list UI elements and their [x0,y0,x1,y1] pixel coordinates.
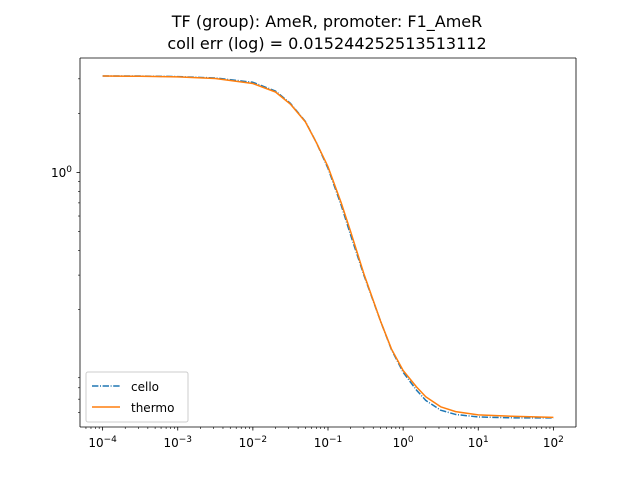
series-line-thermo [102,75,554,419]
x-tick-label: 102 [543,435,564,450]
x-tick-label: 10−2 [239,435,268,450]
x-tick-label: 10−3 [163,435,192,450]
chart-subtitle: coll err (log) = 0.015244252513513112 [167,34,486,53]
legend: cello thermo [85,371,189,423]
x-tick-label: 10−4 [88,435,117,450]
x-tick-label: 101 [468,435,489,450]
series-line-cello [102,75,554,419]
y-tick-label: 100 [51,165,72,180]
x-tick-label: 10−1 [314,435,343,450]
chart-title: TF (group): AmeR, promoter: F1_AmeR [171,12,482,32]
legend-label-cello: cello [131,380,159,394]
axis-layer: 10−4 10−3 10−2 10−1 100 101 102 100 [51,57,577,450]
plot-area [80,58,576,427]
legend-label-thermo: thermo [131,401,174,415]
legend-frame [85,371,189,423]
plot-background [80,58,576,427]
series-layer [102,75,554,419]
x-tick-label: 100 [393,435,414,450]
